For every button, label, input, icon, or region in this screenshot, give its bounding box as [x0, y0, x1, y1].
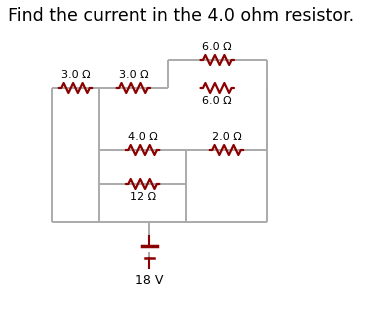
Text: 6.0 Ω: 6.0 Ω: [203, 96, 232, 106]
Text: 2.0 Ω: 2.0 Ω: [212, 132, 242, 142]
Text: 3.0 Ω: 3.0 Ω: [61, 70, 90, 80]
Text: 3.0 Ω: 3.0 Ω: [119, 70, 148, 80]
Text: 12 Ω: 12 Ω: [130, 192, 156, 202]
Text: 6.0 Ω: 6.0 Ω: [203, 42, 232, 52]
Text: 18 V: 18 V: [135, 274, 164, 287]
Text: 4.0 Ω: 4.0 Ω: [128, 132, 158, 142]
Text: Find the current in the 4.0 ohm resistor.: Find the current in the 4.0 ohm resistor…: [8, 7, 355, 25]
